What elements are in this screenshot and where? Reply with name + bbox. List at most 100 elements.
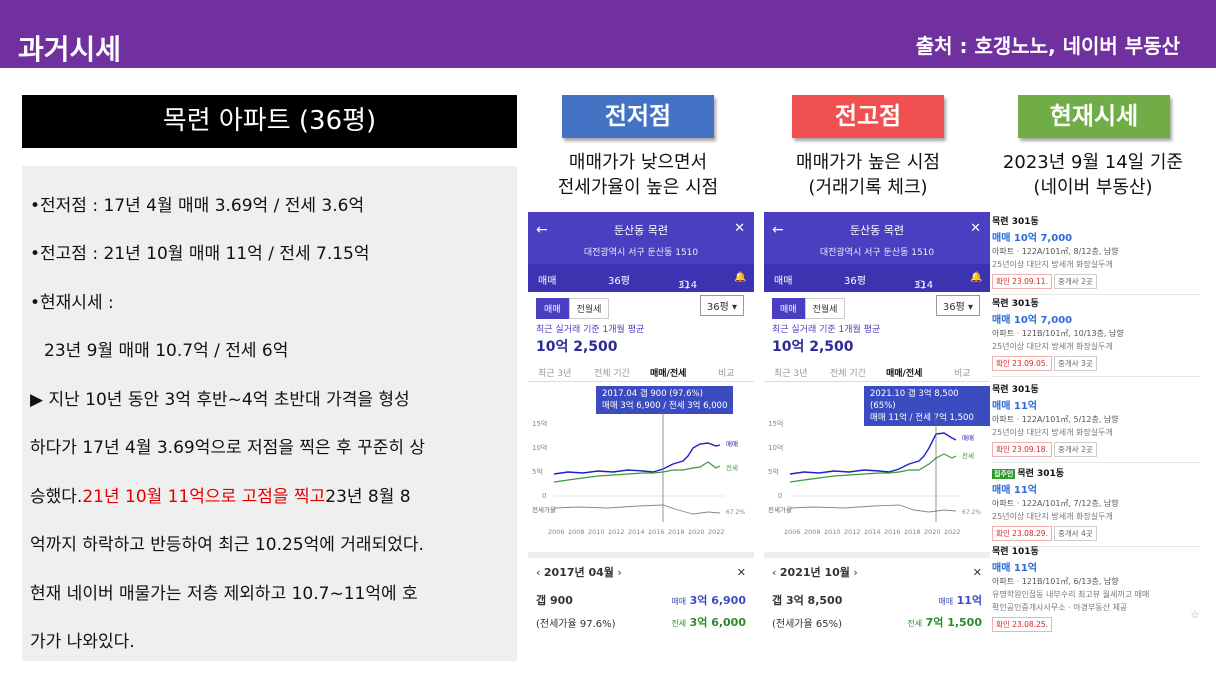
period-tabs: 최근 3년 전체 기간 매매/전세 비교: [528, 364, 754, 382]
caption-low-1: 매매가가 낮으면서: [568, 152, 708, 173]
listing-price: 매매 10억 7,000: [992, 233, 1073, 244]
caption-current-2: (네이버 부동산): [1033, 177, 1153, 198]
xtick: 2006: [548, 528, 565, 536]
listing-agents[interactable]: 중개사 3곳: [1053, 356, 1097, 371]
close-icon[interactable]: ✕: [734, 221, 745, 236]
filter-tabs: 매매 36평 🗨 314 🔔: [764, 264, 990, 292]
xtick: 2010: [824, 528, 841, 536]
xtick: 2014: [628, 528, 645, 536]
period-tab-all[interactable]: 전체 기간: [830, 369, 866, 379]
jeonse-value: 7억 1,500: [925, 616, 982, 629]
xtick: 2008: [568, 528, 585, 536]
listing-tags: 25년이상 대단지 방세개 화장실두개: [992, 512, 1113, 521]
avg-value: 10억 2,500: [772, 339, 854, 355]
seg-jeonse[interactable]: 전월세: [568, 298, 610, 319]
listing-name: 목련 101동: [992, 547, 1039, 557]
para3-post: 23년 8월 8: [325, 486, 411, 507]
phone-header: ← 둔산동 목련 ✕ 대전광역시 서구 둔산동 1510 매매 36평 🗨 31…: [764, 212, 990, 292]
period-tab-3y[interactable]: 최근 3년: [538, 369, 572, 379]
detail-close-icon[interactable]: ✕: [736, 565, 746, 579]
comment-icon: 🗨: [678, 280, 691, 291]
size-select-value: 36평: [942, 302, 965, 313]
caption-low-2: 전세가율이 높은 시점: [557, 177, 719, 198]
caption-current-1: 2023년 9월 14일 기준: [1002, 152, 1184, 173]
period-tab-all[interactable]: 전체 기간: [594, 369, 630, 379]
phone-low: ← 둔산동 목련 ✕ 대전광역시 서구 둔산동 1510 매매 36평 🗨 31…: [528, 212, 754, 652]
complex-name: 둔산동 목련: [613, 224, 669, 237]
detail-close-icon[interactable]: ✕: [972, 565, 982, 579]
star-icon[interactable]: ☆: [1190, 608, 1200, 621]
avg-label: 최근 실거래 기준 1개월 평균: [536, 325, 645, 335]
ratio-value: 67.2%: [726, 509, 745, 516]
listing-spec: 아파트 · 121B/101㎡, 6/13층, 남향: [992, 577, 1119, 586]
listing-item[interactable]: 목련 301동 매매 10억 7,000 아파트 · 122A/101㎡, 8/…: [992, 214, 1200, 295]
listing-name: 목련 301동: [992, 385, 1039, 395]
summary-para1: ▶ 지난 10년 동안 3억 후반~4억 초반대 가격을 형성: [30, 389, 410, 410]
listing-agents[interactable]: 중개사 2곳: [1053, 274, 1097, 289]
month-nav[interactable]: ‹ 2017년 04월 ›: [536, 566, 622, 579]
listing-spec: 아파트 · 122A/101㎡, 8/12층, 남향: [992, 247, 1119, 256]
period-tab-trade-jeonse[interactable]: 매매/전세: [886, 369, 923, 379]
ratio-text: (전세가율 97.6%): [536, 618, 616, 630]
tab-size[interactable]: 36평: [844, 276, 866, 287]
gap-value: 갭 900: [536, 594, 573, 607]
legend-ratio: 전세가율: [532, 505, 556, 514]
tab-trade[interactable]: 매매: [538, 276, 557, 287]
bell-icon[interactable]: 🔔: [734, 272, 747, 283]
listing-agent: 확인공인중개사사무소 · 아경부동산 제공: [992, 603, 1128, 612]
listing-agents[interactable]: 중개사 2곳: [1053, 442, 1097, 457]
period-tab-compare[interactable]: 비교: [954, 369, 971, 379]
seg-jeonse[interactable]: 전월세: [804, 298, 846, 319]
listing-panel: 목련 301동 매매 10억 7,000 아파트 · 122A/101㎡, 8/…: [992, 212, 1200, 632]
xtick: 2010: [588, 528, 605, 536]
avg-label: 최근 실거래 기준 1개월 평균: [772, 325, 881, 335]
x-axis: 2006 2008 2010 2012 2014 2016 2018 2020 …: [548, 528, 725, 536]
complex-address: 대전광역시 서구 둔산동 1510: [583, 248, 699, 258]
period-tab-3y[interactable]: 최근 3년: [774, 369, 808, 379]
complex-address: 대전광역시 서구 둔산동 1510: [819, 248, 935, 258]
listing-agents[interactable]: 중개사 4곳: [1053, 526, 1097, 541]
listing-item[interactable]: 목련 101동 매매 11억 아파트 · 121B/101㎡, 6/13층, 남…: [992, 544, 1200, 632]
xtick: 2020: [924, 528, 941, 536]
deal-segment: 매매 전월세: [772, 298, 846, 319]
period-tab-trade-jeonse[interactable]: 매매/전세: [650, 369, 687, 379]
summary-para4: 억까지 하락하고 반등하여 최근 10.25억에 거래되었다.: [30, 535, 424, 556]
back-arrow-icon[interactable]: ←: [536, 222, 548, 238]
para3-highlight: 21년 10월 11억으로 고점을 찍고: [82, 486, 326, 507]
badge-high: 전고점: [792, 95, 944, 138]
tab-size[interactable]: 36평: [608, 276, 630, 287]
trade-line: [553, 442, 721, 475]
ratio-value: 67.2%: [962, 509, 981, 516]
listing-date: 확인 23.08.29.: [992, 526, 1052, 541]
seg-trade[interactable]: 매매: [536, 298, 569, 319]
listing-date: 확인 23.09.11.: [992, 274, 1052, 289]
listing-spec: 아파트 · 121B/101㎡, 10/13층, 남향: [992, 329, 1124, 338]
xtick: 2018: [904, 528, 921, 536]
ytick-5: 5억: [768, 468, 779, 476]
listing-item[interactable]: 목련 301동 매매 11억 아파트 · 122A/101㎡, 5/12층, 남…: [992, 382, 1200, 463]
back-arrow-icon[interactable]: ←: [772, 222, 784, 238]
xtick: 2018: [668, 528, 685, 536]
month-nav[interactable]: ‹ 2021년 10월 ›: [772, 566, 858, 579]
tab-trade[interactable]: 매매: [774, 276, 793, 287]
period-tab-compare[interactable]: 비교: [718, 369, 735, 379]
summary-para5: 현재 네이버 매물가는 저층 제외하고 10.7~11억에 호: [30, 583, 418, 604]
jeonse-label: 전세: [907, 619, 923, 628]
gap-value: 갭 3억 8,500: [772, 594, 843, 607]
listing-item[interactable]: 목련 301동 매매 10억 7,000 아파트 · 121B/101㎡, 10…: [992, 296, 1200, 377]
seg-trade[interactable]: 매매: [772, 298, 805, 319]
para3-pre: 승했다.: [30, 486, 83, 507]
jeonse-label: 전세: [671, 619, 687, 628]
size-select[interactable]: 36평 ▾: [699, 295, 744, 316]
deal-segment: 매매 전월세: [536, 298, 610, 319]
period-tabs: 최근 3년 전체 기간 매매/전세 비교: [764, 364, 990, 382]
caption-high: 매매가가 높은 시점 (거래기록 체크): [753, 150, 983, 200]
close-icon[interactable]: ✕: [970, 221, 981, 236]
bell-icon[interactable]: 🔔: [970, 272, 983, 283]
size-select[interactable]: 36평 ▾: [935, 295, 980, 316]
comment-count: 314: [678, 280, 698, 291]
listing-item[interactable]: 집주인 목련 301동 매매 11억 아파트 · 122A/101㎡, 7/12층…: [992, 466, 1200, 547]
price-chart-low: 15억 10억 5억 0 매매 전세 전세가율 67.2% 2006 2008 …: [532, 412, 745, 536]
listing-tags: 25년이상 대단지 방세개 화장실두개: [992, 342, 1113, 351]
legend-trade: 매매: [962, 434, 974, 442]
